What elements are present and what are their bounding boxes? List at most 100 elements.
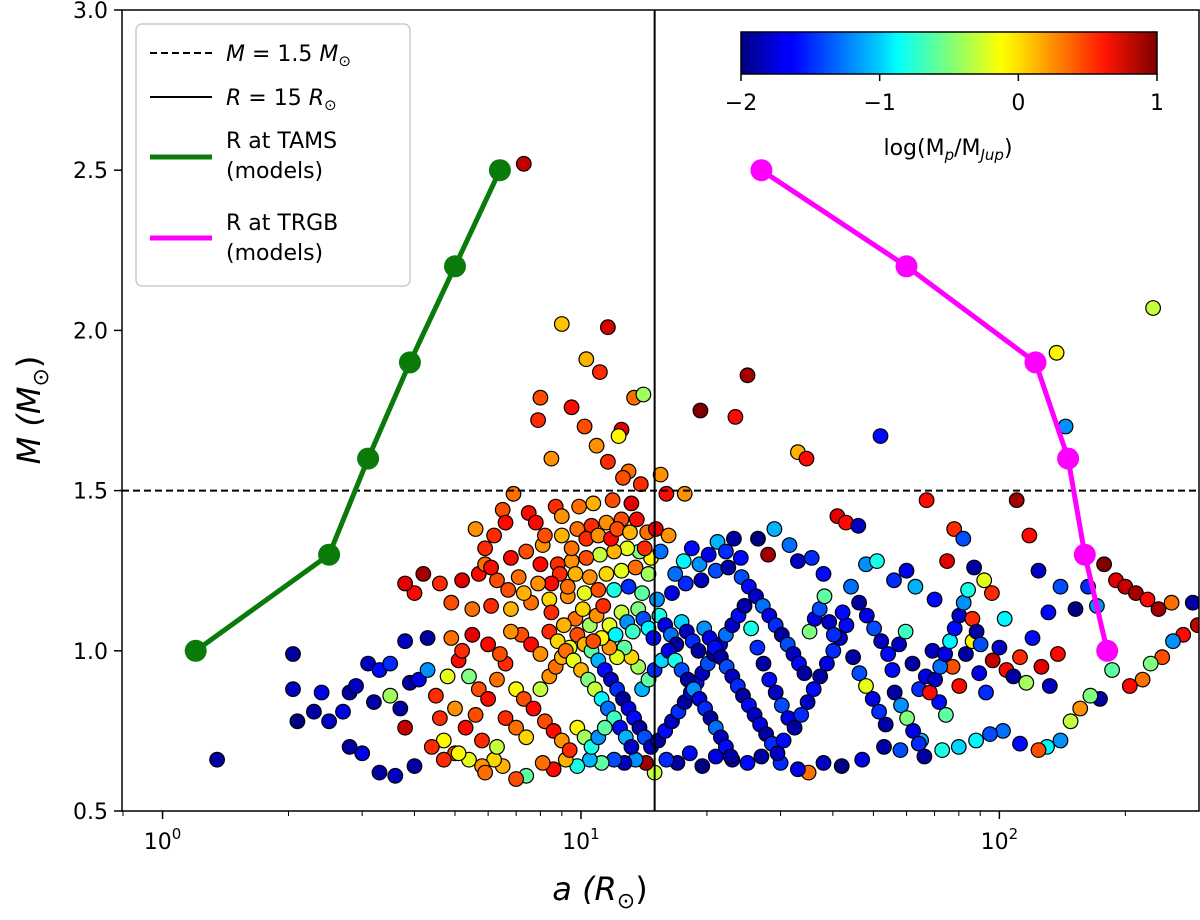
- data-point: [855, 752, 870, 767]
- data-point: [490, 740, 505, 755]
- y-tick-label: 0.5: [73, 800, 108, 825]
- data-point: [816, 756, 831, 771]
- data-point: [484, 599, 499, 614]
- x-axis-label: a (R⊙): [552, 870, 647, 914]
- data-point: [484, 560, 499, 575]
- data-point: [634, 477, 649, 492]
- data-point: [969, 733, 984, 748]
- data-point: [468, 522, 483, 537]
- data-point: [893, 743, 908, 758]
- data-point: [398, 720, 413, 735]
- data-point: [961, 583, 976, 598]
- data-point: [599, 567, 614, 582]
- data-point: [767, 522, 782, 537]
- trgb-line: [761, 170, 1107, 651]
- data-point: [455, 644, 470, 659]
- data-point: [533, 390, 548, 405]
- data-point: [867, 621, 882, 636]
- data-point: [533, 557, 548, 572]
- data-point: [576, 602, 591, 617]
- data-point: [544, 451, 559, 466]
- data-point: [564, 400, 579, 415]
- data-point: [677, 487, 692, 502]
- data-point: [754, 749, 769, 764]
- data-point: [979, 685, 994, 700]
- data-point: [544, 605, 559, 620]
- data-point: [388, 769, 403, 784]
- data-point: [804, 551, 819, 566]
- data-point: [919, 493, 934, 508]
- data-point: [635, 586, 650, 601]
- data-point: [661, 528, 676, 543]
- trgb-marker: [1057, 448, 1079, 470]
- data-point: [827, 628, 842, 643]
- data-point: [437, 752, 452, 767]
- data-point: [1105, 663, 1120, 678]
- x-tick-label: 101: [562, 825, 600, 855]
- data-point: [621, 579, 636, 594]
- data-point: [877, 740, 892, 755]
- data-point: [517, 586, 532, 601]
- data-point: [433, 576, 448, 591]
- data-point: [1143, 656, 1158, 671]
- data-point: [420, 663, 435, 678]
- data-point: [977, 573, 992, 588]
- data-point: [451, 746, 466, 761]
- data-point: [579, 551, 594, 566]
- data-point: [992, 640, 1007, 655]
- data-point: [1083, 688, 1098, 703]
- data-point: [776, 733, 791, 748]
- data-point: [416, 567, 431, 582]
- data-point: [628, 560, 643, 575]
- data-point: [465, 628, 480, 643]
- data-point: [727, 531, 742, 546]
- data-point: [407, 759, 422, 774]
- data-point: [1019, 676, 1034, 691]
- data-point: [973, 637, 988, 652]
- tams-marker: [357, 448, 379, 470]
- data-point: [458, 720, 473, 735]
- data-point: [555, 509, 570, 524]
- y-tick-label: 3.0: [73, 0, 108, 24]
- data-point: [490, 672, 505, 687]
- data-point: [734, 551, 749, 566]
- data-point: [870, 554, 885, 569]
- data-point: [723, 749, 738, 764]
- data-point: [372, 765, 387, 780]
- colorbar-tick-label: −1: [863, 91, 895, 116]
- data-point: [448, 701, 463, 716]
- data-point: [887, 573, 902, 588]
- data-point: [740, 368, 755, 383]
- data-point: [591, 583, 606, 598]
- data-point: [1123, 679, 1138, 694]
- data-point: [1049, 346, 1064, 361]
- data-point: [623, 525, 638, 540]
- data-point: [286, 647, 301, 662]
- data-point: [538, 528, 553, 543]
- data-point: [1146, 301, 1161, 316]
- colorbar-tick-label: −2: [725, 91, 757, 116]
- data-point: [956, 531, 971, 546]
- data-point: [751, 531, 766, 546]
- data-point: [1031, 743, 1046, 758]
- data-point: [1034, 660, 1049, 675]
- tams-marker: [318, 544, 340, 566]
- data-point: [504, 602, 519, 617]
- data-point: [210, 752, 225, 767]
- data-point: [701, 547, 716, 562]
- legend-label-tams-sub: (models): [226, 159, 323, 184]
- data-point: [637, 541, 652, 556]
- tams-marker: [489, 159, 511, 181]
- data-point: [852, 595, 867, 610]
- data-point: [650, 592, 665, 607]
- data-point: [1051, 647, 1066, 662]
- trgb-marker: [750, 159, 772, 181]
- data-point: [940, 554, 955, 569]
- data-point: [593, 547, 608, 562]
- data-point: [420, 631, 435, 646]
- data-point: [509, 772, 524, 787]
- data-point: [1164, 595, 1179, 610]
- data-point: [816, 567, 831, 582]
- data-point: [601, 320, 616, 335]
